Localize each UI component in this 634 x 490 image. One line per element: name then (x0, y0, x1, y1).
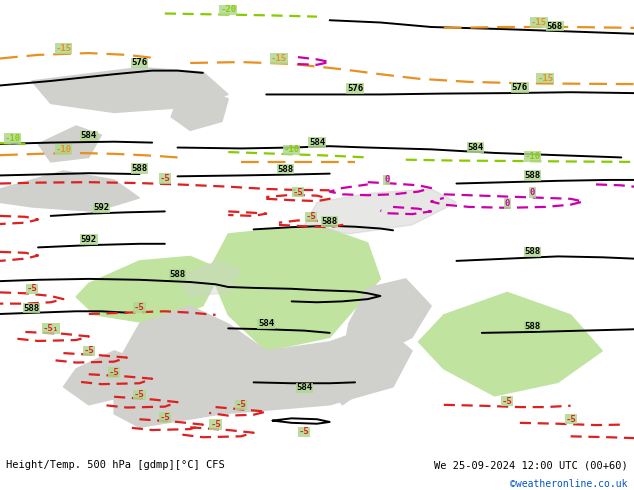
Text: 576: 576 (347, 84, 363, 93)
Polygon shape (171, 90, 228, 130)
Text: 588: 588 (169, 270, 186, 279)
Polygon shape (209, 225, 380, 351)
Polygon shape (342, 279, 431, 360)
Text: -5: -5 (236, 400, 246, 409)
Text: 588: 588 (524, 247, 541, 256)
Text: Height/Temp. 500 hPa [gdmp][°C] CFS: Height/Temp. 500 hPa [gdmp][°C] CFS (6, 460, 225, 470)
Text: -5: -5 (210, 420, 221, 429)
Text: -5: -5 (109, 368, 119, 377)
Polygon shape (38, 126, 101, 162)
Polygon shape (0, 171, 139, 211)
Polygon shape (178, 261, 241, 297)
Text: We 25-09-2024 12:00 UTC (00+60): We 25-09-2024 12:00 UTC (00+60) (434, 460, 628, 470)
Text: -5: -5 (160, 413, 170, 422)
Text: 588: 588 (23, 304, 40, 313)
Text: -5: -5 (306, 212, 316, 221)
Text: 592: 592 (81, 235, 97, 244)
Text: -5: -5 (299, 427, 309, 436)
Text: -20: -20 (220, 5, 236, 14)
Text: 588: 588 (321, 217, 338, 226)
Text: 584: 584 (467, 143, 484, 152)
Polygon shape (114, 306, 412, 427)
Polygon shape (418, 293, 602, 396)
Text: 588: 588 (524, 321, 541, 331)
Text: 0: 0 (384, 175, 389, 184)
Text: -10: -10 (4, 134, 21, 143)
Text: 568: 568 (547, 22, 563, 30)
Text: 584: 584 (81, 131, 97, 140)
Polygon shape (63, 351, 139, 405)
Text: 588: 588 (277, 165, 294, 173)
Text: -15: -15 (531, 18, 547, 27)
Text: 588: 588 (131, 164, 148, 173)
Text: 584: 584 (258, 319, 275, 328)
Text: 0: 0 (530, 188, 535, 197)
Text: -15: -15 (55, 44, 72, 53)
Text: -10: -10 (524, 152, 541, 161)
Text: -5₁: -5₁ (42, 324, 59, 333)
Text: ©weatheronline.co.uk: ©weatheronline.co.uk (510, 479, 628, 490)
Text: 584: 584 (296, 383, 313, 392)
Text: 592: 592 (93, 203, 110, 212)
Text: 584: 584 (309, 138, 325, 147)
Text: -5: -5 (293, 188, 303, 196)
Text: 576: 576 (131, 58, 148, 68)
Text: -5: -5 (27, 284, 37, 294)
Text: 0: 0 (505, 199, 510, 208)
Text: 576: 576 (512, 83, 528, 92)
Text: -5: -5 (566, 415, 576, 424)
Text: 588: 588 (524, 171, 541, 180)
Text: -5: -5 (84, 346, 94, 355)
Polygon shape (76, 256, 222, 324)
Polygon shape (336, 387, 355, 405)
Polygon shape (32, 68, 228, 113)
Text: -15: -15 (537, 74, 553, 83)
Text: -5: -5 (134, 391, 145, 399)
Text: -10: -10 (55, 145, 72, 154)
Polygon shape (304, 189, 456, 234)
Text: -5: -5 (502, 397, 512, 406)
Text: -5: -5 (134, 303, 145, 312)
Text: -10: -10 (283, 146, 300, 154)
Text: -5: -5 (160, 174, 170, 183)
Text: -15: -15 (271, 54, 287, 63)
